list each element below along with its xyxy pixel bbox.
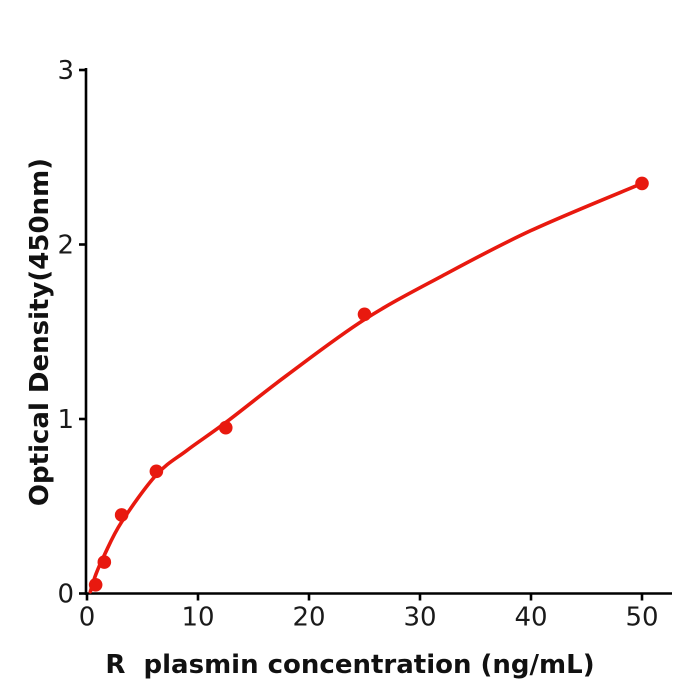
data-point-marker [88, 577, 103, 592]
data-points [88, 176, 649, 592]
data-point-marker [218, 420, 233, 435]
x-tick-label: 40 [514, 603, 547, 633]
x-tick-label: 20 [292, 603, 325, 633]
fit-curve [88, 181, 644, 594]
y-tick-label: 1 [57, 405, 74, 435]
data-point-marker [97, 555, 112, 569]
y-tick-label: 3 [57, 56, 74, 86]
data-point-marker [149, 464, 164, 479]
x-tick-label: 0 [79, 603, 96, 633]
y-tick-label: 0 [57, 580, 74, 610]
axes [79, 68, 672, 601]
data-point-marker [357, 307, 372, 322]
x-tick-label: 50 [625, 603, 658, 633]
x-tick-label: 10 [181, 603, 214, 633]
data-point-marker [635, 176, 649, 191]
tick-labels: 0 10 20 30 40 50 0 1 2 3 [57, 56, 658, 633]
y-tick-label: 2 [57, 231, 74, 261]
y-axis-title: Optical Density(450nm) [25, 157, 55, 507]
fitted-standard-curve [88, 181, 644, 594]
x-axis-title: R plasmin concentration (ng/mL) [105, 650, 595, 680]
x-tick-label: 30 [403, 603, 436, 633]
data-point-marker [114, 508, 129, 522]
